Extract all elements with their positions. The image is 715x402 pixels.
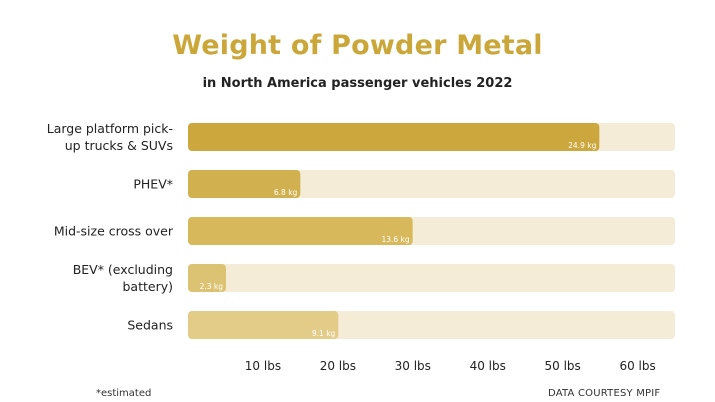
category-label: Sedans	[127, 318, 173, 333]
estimated-note: *estimated	[96, 388, 152, 399]
data-credit: DATA COURTESY MPIF	[548, 388, 661, 399]
chart-title: Weight of Powder Metal	[172, 30, 543, 61]
bar-value-label: 13.6 kg	[381, 235, 409, 244]
bar-value-label: 9.1 kg	[312, 329, 336, 338]
bar-track	[188, 170, 675, 198]
x-tick-label: 60 lbs	[619, 359, 655, 373]
category-label: Large platform pick-	[47, 121, 173, 136]
category-label: Mid-size cross over	[54, 224, 174, 239]
bar	[188, 311, 339, 339]
x-tick-label: 50 lbs	[545, 359, 581, 373]
category-label: up trucks & SUVs	[65, 138, 173, 153]
bar-value-label: 24.9 kg	[568, 141, 596, 150]
bar-value-label: 2.3 kg	[200, 282, 224, 291]
category-label: PHEV*	[133, 177, 173, 192]
category-label: BEV* (excluding	[73, 262, 173, 277]
x-tick-label: 40 lbs	[470, 359, 506, 373]
bar-track	[188, 264, 675, 292]
x-tick-label: 20 lbs	[320, 359, 356, 373]
bar	[188, 264, 226, 292]
x-tick-label: 30 lbs	[395, 359, 431, 373]
category-label: battery)	[122, 279, 173, 294]
chart-subtitle: in North America passenger vehicles 2022	[202, 76, 513, 91]
bar	[188, 217, 413, 245]
bar-value-label: 6.8 kg	[274, 188, 298, 197]
x-tick-label: 10 lbs	[245, 359, 281, 373]
bar	[188, 170, 301, 198]
bar	[188, 123, 600, 151]
